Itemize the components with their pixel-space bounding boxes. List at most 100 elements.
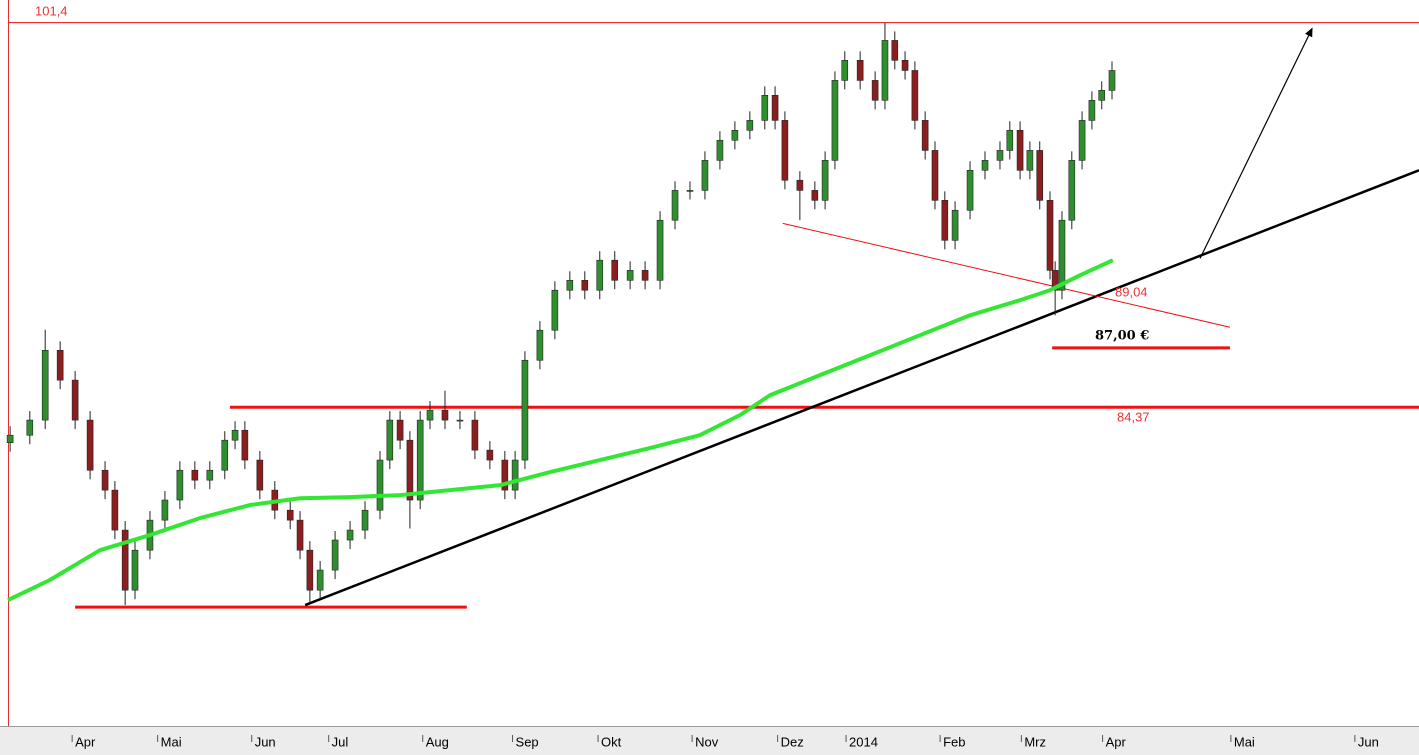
candle-body xyxy=(361,509,369,531)
x-tick-label: Jun xyxy=(1358,734,1379,749)
arrow xyxy=(1199,27,1313,259)
candle-body xyxy=(131,549,139,591)
annotation-label: 101,4 xyxy=(35,3,68,18)
candle-body xyxy=(306,549,314,591)
candle-body xyxy=(426,409,434,421)
candle-body xyxy=(656,219,664,281)
candle-body xyxy=(206,469,214,481)
annotation-label: 84,37 xyxy=(1117,409,1150,424)
candle-body xyxy=(871,80,879,101)
candle-body xyxy=(406,439,414,501)
candle-body xyxy=(781,120,789,181)
candle-body xyxy=(441,409,449,421)
candle-body xyxy=(1006,130,1014,151)
x-tick-label: Aug xyxy=(426,734,449,749)
candle-body xyxy=(811,190,819,201)
candle-body xyxy=(821,160,829,201)
candle-body xyxy=(686,190,694,192)
moving-average xyxy=(7,258,1114,602)
candle-body xyxy=(1036,150,1044,201)
x-tick-label: Jun xyxy=(255,734,276,749)
candle-body xyxy=(511,459,519,491)
candle-body xyxy=(891,40,899,61)
candle-body xyxy=(1016,130,1024,171)
candle-body xyxy=(376,459,384,511)
candle-body xyxy=(56,350,64,381)
candle-body xyxy=(1046,200,1054,271)
trend-line xyxy=(304,169,1419,607)
candle-body xyxy=(716,139,724,161)
candle-body xyxy=(416,419,424,501)
candle-body xyxy=(536,329,544,361)
candle-body xyxy=(901,60,909,71)
x-tick-label: Mai xyxy=(1234,734,1255,749)
candle-body xyxy=(176,469,184,501)
candle-body xyxy=(701,160,709,191)
candle-body xyxy=(1108,70,1116,91)
candle-body xyxy=(486,449,494,461)
candle-body xyxy=(611,259,619,281)
candle-body xyxy=(771,95,779,121)
candle-body xyxy=(331,539,339,571)
x-tick-label: Mai xyxy=(161,734,182,749)
candle-body xyxy=(1068,160,1076,221)
candle-body xyxy=(41,350,49,421)
candle-body xyxy=(881,40,889,101)
candle-body xyxy=(26,419,34,436)
trend-line xyxy=(782,222,1231,328)
candle-body xyxy=(671,190,679,221)
candle-body xyxy=(501,459,509,491)
x-tick-label: Mrz xyxy=(1024,734,1046,749)
candle-body xyxy=(911,70,919,121)
candle-body xyxy=(386,419,394,461)
annotation-label: 89,04 xyxy=(1115,284,1148,299)
candle-body xyxy=(921,120,929,151)
candle-body xyxy=(966,169,974,211)
candle-body xyxy=(191,469,199,481)
candle-body xyxy=(841,60,849,81)
candle-body xyxy=(6,434,14,443)
candle-body xyxy=(931,150,939,201)
x-tick-label: Apr xyxy=(75,734,96,749)
candle-body xyxy=(566,279,574,291)
candle-body xyxy=(1026,150,1034,171)
candle-body xyxy=(101,469,109,491)
annotation-label: 87,00 € xyxy=(1095,329,1149,344)
x-tick-label: Jul xyxy=(332,734,349,749)
candle-body xyxy=(121,529,129,591)
candle-body xyxy=(231,429,239,441)
candle-body xyxy=(746,120,754,131)
candle-body xyxy=(396,419,404,441)
candle-body xyxy=(856,60,864,81)
candle-body xyxy=(581,279,589,291)
candle-body xyxy=(1098,90,1106,101)
x-tick-label: Apr xyxy=(1106,734,1127,749)
candle-body xyxy=(471,419,479,451)
candle-body xyxy=(316,569,324,591)
x-tick-label: Dez xyxy=(781,734,804,749)
plot-background xyxy=(0,0,1419,727)
candle-body xyxy=(456,419,464,422)
candle-body xyxy=(296,519,304,551)
candle-body xyxy=(86,419,94,471)
x-axis-bar xyxy=(0,727,1419,755)
candle-body xyxy=(221,439,229,471)
x-tick-label: Feb xyxy=(943,734,965,749)
candle-body xyxy=(551,289,559,331)
candle-body xyxy=(731,130,739,141)
candle-body xyxy=(286,509,294,521)
candle-body xyxy=(596,259,604,291)
candle-body xyxy=(796,179,804,191)
candle-body xyxy=(951,209,959,241)
candle-body xyxy=(241,429,249,461)
candle-body xyxy=(761,95,769,121)
candle-body xyxy=(641,270,649,281)
candle-body xyxy=(71,379,79,421)
x-tick-label: 2014 xyxy=(849,734,878,749)
x-tick-label: Sep xyxy=(516,734,539,749)
candle-body xyxy=(996,150,1004,161)
x-tick-label: Okt xyxy=(601,734,622,749)
candle-body xyxy=(626,270,634,281)
